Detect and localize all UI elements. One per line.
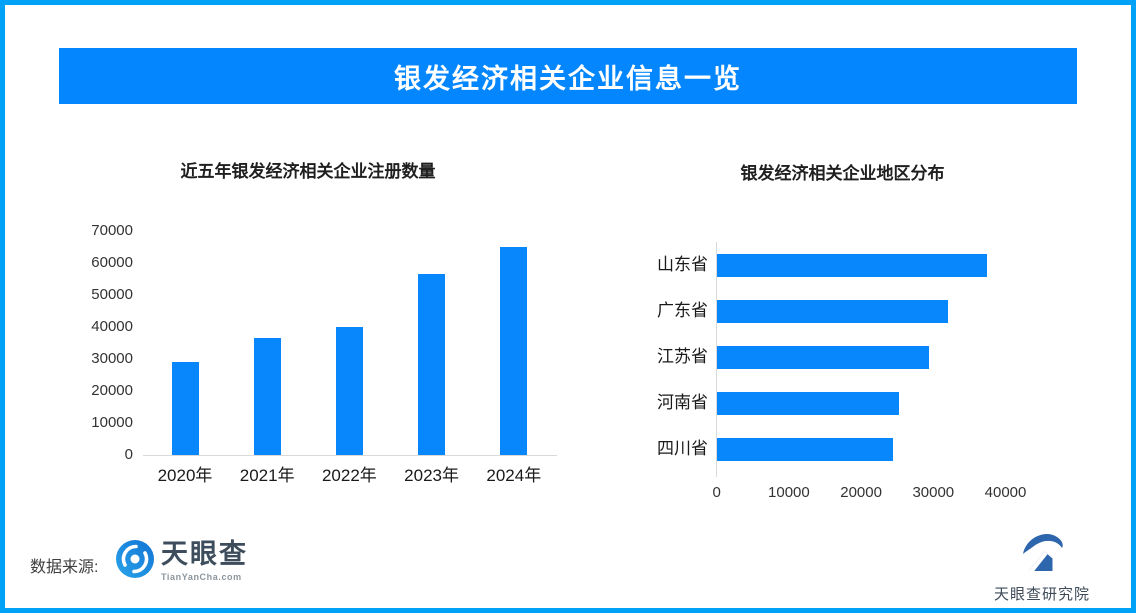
y-axis-category-label: 江苏省 (657, 347, 708, 366)
bar-山东省 (717, 253, 988, 277)
y-axis-tick-label: 40000 (91, 318, 133, 335)
page-title-banner: 银发经济相关企业信息一览 (59, 48, 1077, 104)
x-axis-tick-label: 30000 (912, 484, 955, 501)
data-source-label: 数据来源: (30, 559, 99, 576)
y-axis-tick-label: 50000 (91, 286, 133, 303)
y-axis-tick-label: 70000 (91, 222, 133, 239)
tianyancha-eye-icon (116, 540, 154, 578)
registrations-bar-chart: 0 10000 20000 30000 40000 50000 60000 70000 2020… (88, 222, 588, 514)
x-axis-tick-label: 0 (712, 484, 721, 501)
x-axis-category-label: 2023年 (404, 466, 459, 485)
y-axis-tick-label: 20000 (91, 382, 133, 399)
x-axis-category-label: 2021年 (239, 466, 295, 485)
y-axis-category-label: 广东省 (657, 301, 708, 320)
y-axis-category-label: 河南省 (657, 393, 708, 412)
tianyancha-name: 天眼查 (161, 539, 248, 569)
y-axis-category-label: 四川省 (657, 439, 708, 458)
region-distribution-bar-chart: 山东省广东省江苏省河南省四川省 0 10000 20000 30000 40000 (640, 236, 1136, 526)
y-axis-tick-label: 10000 (91, 414, 133, 431)
y-axis-category-label: 山东省 (657, 255, 708, 274)
x-axis-tick-label: 10000 (768, 484, 810, 501)
left-chart-title: 近五年银发经济相关企业注册数量 (180, 162, 436, 181)
y-axis-line (716, 242, 717, 477)
tianyancha-domain: TianYanCha.com (161, 572, 242, 582)
x-axis-line (143, 455, 557, 456)
bar-2022年 (335, 327, 363, 455)
bar-2020年 (171, 362, 199, 455)
bar-四川省 (717, 437, 894, 461)
tianyancha-research-name: 天眼查研究院 (993, 586, 1090, 603)
tianyancha-research-icon (1023, 534, 1063, 571)
bar-广东省 (717, 299, 949, 323)
bar-2021年 (253, 338, 281, 455)
y-axis-tick-label: 60000 (91, 254, 133, 271)
bar-2023年 (418, 274, 446, 455)
x-axis-category-label: 2022年 (321, 466, 377, 485)
tianyancha-research-logo: 天眼查研究院 (976, 528, 1108, 604)
tianyancha-logo: 天眼查 TianYanCha.com (115, 539, 248, 582)
tianyancha-wordmark: 天眼查 TianYanCha.com (161, 539, 248, 582)
x-axis-tick-label: 40000 (984, 484, 1027, 501)
y-axis-tick-label: 30000 (91, 350, 133, 367)
page-title: 银发经济相关企业信息一览 (394, 63, 742, 94)
y-axis-tick-label: 0 (124, 446, 133, 463)
right-chart-title: 银发经济相关企业地区分布 (740, 164, 945, 183)
x-axis-category-label: 2024年 (486, 466, 542, 485)
bar-江苏省 (717, 345, 929, 369)
x-axis-category-label: 2020年 (157, 466, 213, 485)
x-axis-tick-label: 20000 (840, 484, 882, 501)
bar-河南省 (717, 391, 899, 415)
bar-2024年 (500, 247, 528, 455)
